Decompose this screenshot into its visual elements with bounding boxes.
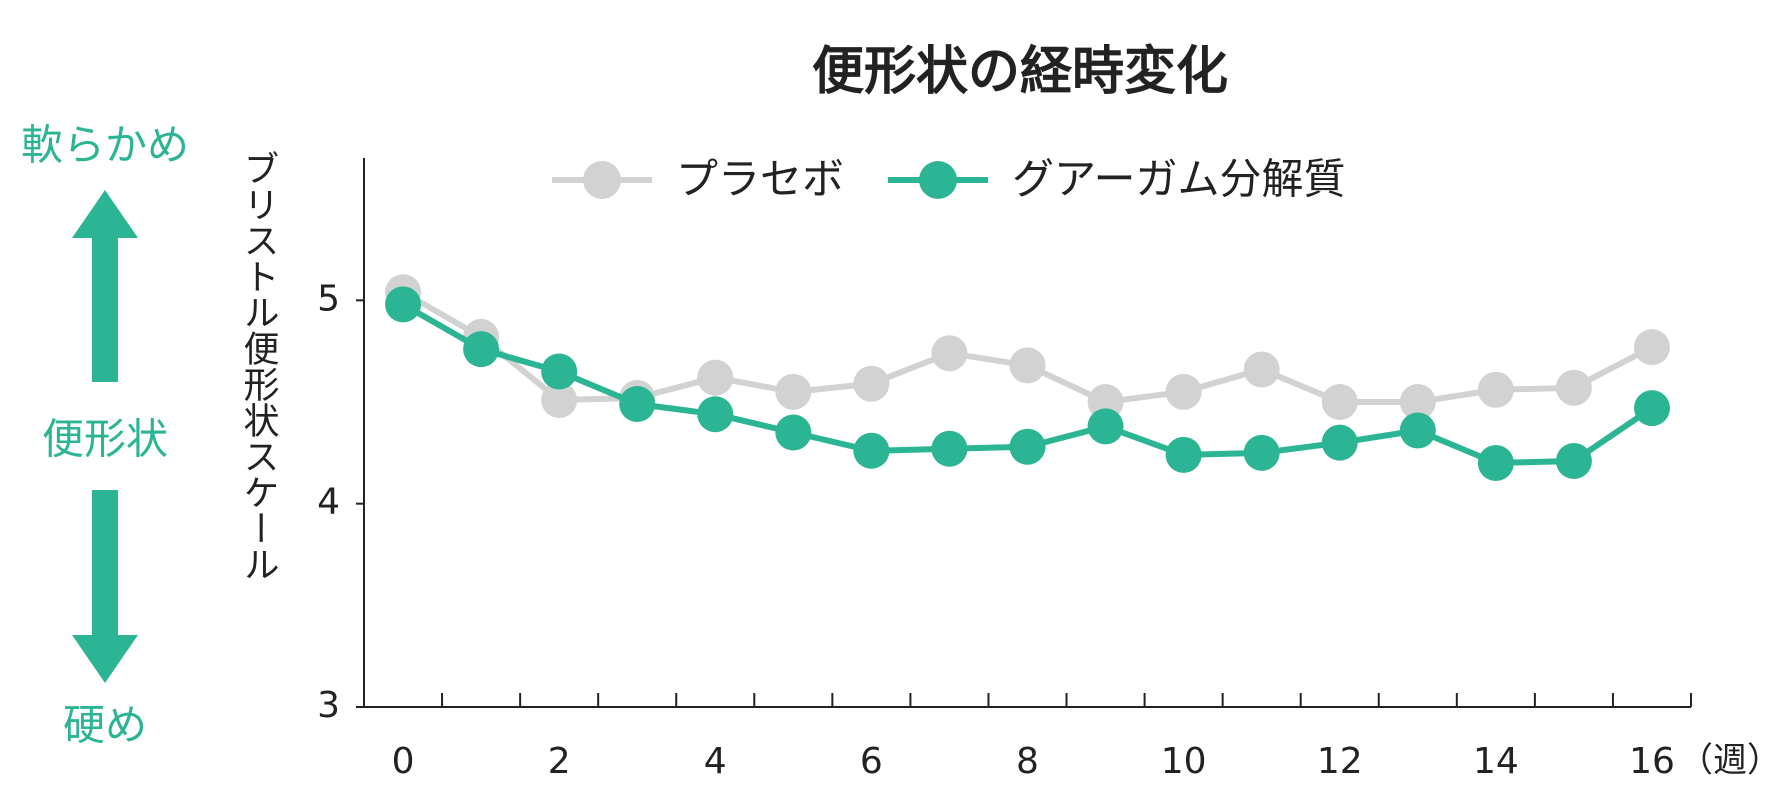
point — [1399, 412, 1436, 449]
point — [1243, 351, 1280, 388]
point — [1087, 408, 1124, 445]
point — [541, 353, 578, 390]
legend-marker — [583, 161, 621, 199]
point — [619, 386, 656, 423]
legend-marker — [919, 161, 958, 199]
x-axis-label: （週） — [1679, 741, 1770, 781]
point — [775, 414, 812, 451]
annotation: 軟らかめ — [21, 121, 189, 170]
legend-label: プラセボ — [676, 155, 844, 204]
point — [1165, 373, 1202, 410]
point — [1555, 442, 1592, 479]
point — [697, 359, 734, 396]
point — [1555, 369, 1592, 406]
point — [697, 396, 734, 433]
point — [1321, 384, 1358, 420]
point — [385, 286, 422, 323]
point — [463, 331, 500, 368]
point — [931, 430, 968, 467]
point — [1399, 384, 1436, 420]
point — [1477, 445, 1514, 481]
point — [775, 373, 812, 410]
point — [931, 335, 968, 372]
y-tick-label: 3 — [317, 685, 340, 726]
x-tick-label: 10 — [1161, 741, 1207, 782]
x-tick-label: 14 — [1473, 741, 1519, 782]
x-tick-label: 12 — [1317, 741, 1363, 782]
point — [1243, 434, 1280, 471]
point — [1165, 436, 1202, 473]
point — [1633, 390, 1670, 427]
point — [1477, 371, 1514, 408]
point — [853, 432, 890, 469]
point — [1321, 424, 1358, 461]
annotation: 便形状 — [42, 415, 168, 464]
x-tick-label: 2 — [548, 741, 571, 782]
chart-title: 便形状の経時変化 — [812, 42, 1228, 102]
x-tick-label: 0 — [392, 741, 415, 782]
legend-label: グアーガム分解質 — [1012, 155, 1345, 204]
point — [541, 381, 578, 418]
arrow-down — [72, 490, 138, 683]
point — [1009, 428, 1046, 465]
arrow-up — [72, 190, 138, 382]
point — [1009, 347, 1046, 384]
x-tick-label: 6 — [860, 741, 883, 782]
y-axis-label: ブリストル便形状スケール — [238, 150, 279, 582]
annotation: 硬め — [63, 701, 147, 750]
point — [853, 365, 890, 402]
x-tick-label: 8 — [1016, 741, 1039, 782]
point — [1633, 329, 1670, 366]
x-tick-label: 4 — [704, 741, 727, 782]
y-tick-label: 5 — [317, 278, 340, 319]
x-tick-label: 16 — [1629, 741, 1675, 782]
y-tick-label: 4 — [317, 482, 340, 523]
